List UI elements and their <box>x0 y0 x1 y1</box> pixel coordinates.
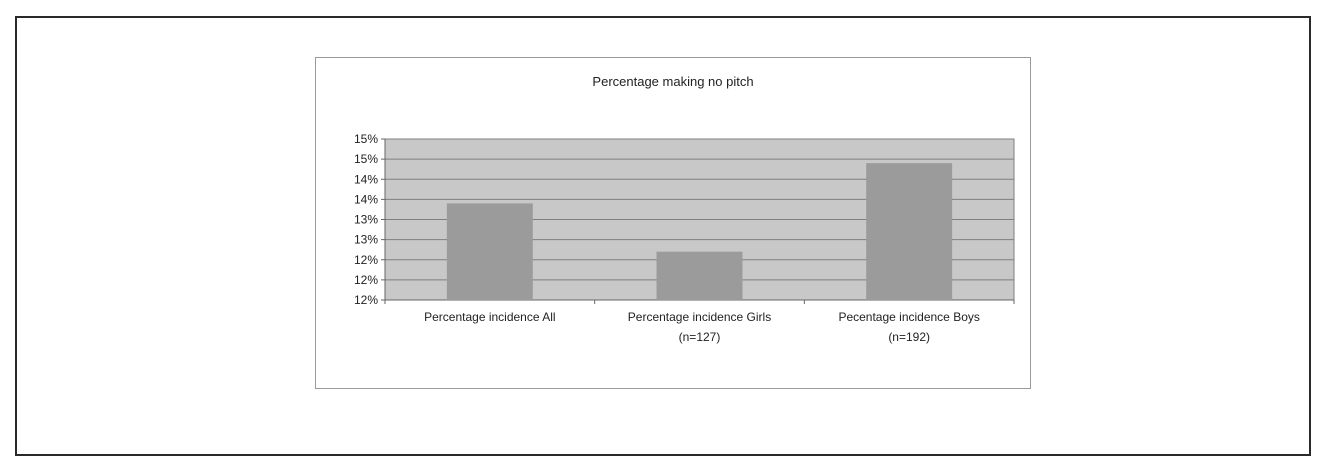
bar <box>446 203 533 300</box>
y-tick-label: 14% <box>354 172 378 186</box>
y-tick-label: 12% <box>354 293 378 307</box>
y-tick-label: 15% <box>354 152 378 166</box>
y-tick-label: 14% <box>354 192 378 206</box>
bar-chart: 12% 12% 12% 13% 13% 14% 14% 15% 15% Percentage in… <box>354 132 1015 344</box>
x-tick-label: Pecentage incidence Boys <box>838 310 979 324</box>
chart-title: Percentage making no pitch <box>592 74 754 89</box>
chart-container: Percentage making no pitch 12% 12% 12% 13% 1… <box>315 57 1031 389</box>
y-tick-label: 15% <box>354 132 378 146</box>
y-tick-label: 13% <box>354 213 378 227</box>
x-tick-label: Percentage incidence Girls <box>628 310 771 324</box>
x-tick-label: (n=127) <box>679 330 721 344</box>
y-tick-label: 12% <box>354 273 378 287</box>
bar <box>866 163 953 300</box>
x-tick-label: Percentage incidence All <box>424 310 555 324</box>
y-tick-label: 13% <box>354 233 378 247</box>
y-tick-label: 12% <box>354 253 378 267</box>
bar <box>656 251 743 300</box>
x-tick-label: (n=192) <box>888 330 930 344</box>
